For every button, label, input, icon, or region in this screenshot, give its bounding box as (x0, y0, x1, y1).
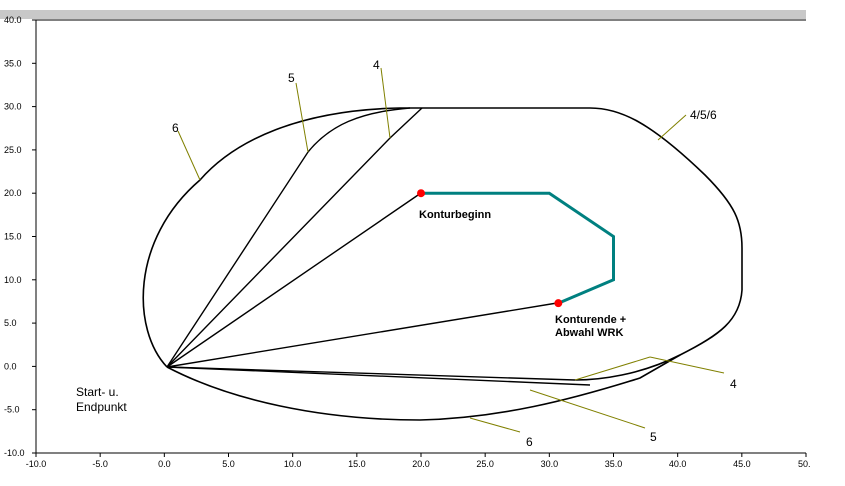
x-tick-label: 15.0 (348, 459, 366, 469)
leader-4-bottom-b (649, 356, 725, 374)
leader-6-top (177, 130, 201, 181)
x-tick-label: -10.0 (26, 459, 47, 469)
label-path-5-bottom: 5 (650, 430, 657, 444)
x-tick-group: -10.0 -5.0 0.0 5.0 10.0 15.0 20.0 25.0 30.0 35.0 4… (26, 453, 811, 469)
retract-line (166, 302, 558, 368)
label-kontur-start: Konturbeginn (419, 209, 491, 221)
leader-lines (177, 67, 725, 433)
x-tick-label: 45.0 (733, 459, 751, 469)
inner-path-4 (166, 107, 423, 368)
label-kontur-end-1: Konturende + (555, 314, 626, 326)
label-path-6-bottom: 6 (526, 435, 533, 449)
contour-line (421, 191, 615, 305)
y-tick-label: 25.0 (4, 145, 22, 155)
y-tick-label: 15.0 (4, 232, 22, 242)
x-tick-label: 25.0 (476, 459, 494, 469)
bottom-profile (166, 354, 681, 421)
y-tick-label: 0.0 (4, 361, 17, 371)
leader-5-top (295, 82, 309, 153)
leader-4-top (380, 67, 391, 139)
label-path-456: 4/5/6 (690, 108, 717, 122)
y-tick-label: 40.0 (4, 15, 22, 25)
y-tick-label: -5.0 (4, 405, 20, 415)
x-tick-label: 50. (798, 459, 811, 469)
y-tick-label: 10.0 (4, 275, 22, 285)
header-band (0, 10, 806, 19)
leader-456 (657, 114, 687, 141)
label-kontur-end-2: Abwahl WRK (555, 327, 623, 339)
y-tick-label: 20.0 (4, 188, 22, 198)
label-start-end-2: Endpunkt (76, 400, 127, 414)
y-tick-label: 5.0 (4, 318, 17, 328)
contour-start-point (417, 189, 425, 198)
x-tick-label: 10.0 (284, 459, 302, 469)
x-tick-label: 40.0 (669, 459, 687, 469)
y-tick-label: -10.0 (4, 448, 25, 458)
label-path-4-top: 4 (373, 58, 380, 72)
y-tick-group: 40.0 35.0 30.0 25.0 20.0 15.0 10.0 5.0 0.0 -5.0 -1… (4, 15, 36, 458)
label-start-end-1: Start- u. (76, 385, 119, 399)
outer-profile (142, 107, 743, 381)
x-tick-label: 30.0 (541, 459, 559, 469)
y-tick-label: 35.0 (4, 58, 22, 68)
x-tick-label: 0.0 (158, 459, 171, 469)
x-tick-label: 35.0 (605, 459, 623, 469)
inner-path-5 (166, 107, 411, 368)
label-path-5-top: 5 (288, 71, 295, 85)
x-tick-label: 20.0 (412, 459, 430, 469)
x-tick-label: -5.0 (92, 459, 108, 469)
x-tick-label: 5.0 (222, 459, 235, 469)
y-tick-label: 30.0 (4, 102, 22, 112)
label-path-6-top: 6 (172, 121, 179, 135)
contour-end-point (554, 299, 563, 308)
return-line-5 (166, 366, 591, 386)
approach-line (166, 192, 422, 368)
leader-4-bottom-a (574, 356, 651, 381)
leader-6-bottom (469, 417, 521, 433)
leader-5-bottom (529, 389, 646, 429)
return-line-4 (166, 366, 576, 381)
label-path-4-bottom: 4 (730, 377, 737, 391)
